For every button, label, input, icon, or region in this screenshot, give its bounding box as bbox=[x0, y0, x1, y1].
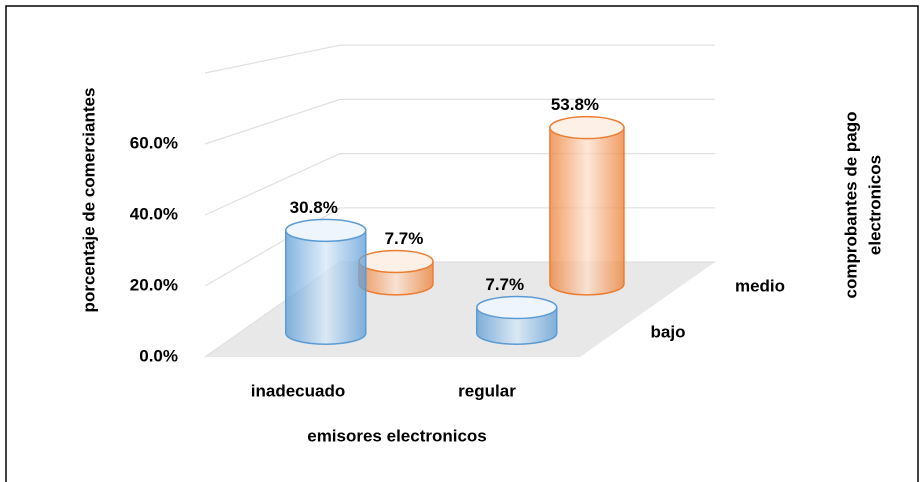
cylinder bbox=[285, 229, 367, 345]
y-tick-label: 20.0% bbox=[130, 275, 178, 294]
z-axis-label: electronicos bbox=[865, 155, 884, 255]
x-tick-label: inadecuado bbox=[251, 381, 345, 400]
cylinder-top bbox=[476, 295, 558, 320]
z-axis-label: comprobantes de pago bbox=[841, 111, 860, 298]
cylinder bbox=[549, 126, 625, 296]
y-axis-label: porcentaje de comerciantes bbox=[79, 88, 98, 313]
y-tick-label: 60.0% bbox=[130, 133, 178, 152]
grid-line bbox=[204, 44, 715, 74]
y-tick-label: 0.0% bbox=[139, 346, 178, 365]
y-tick-label: 40.0% bbox=[130, 204, 178, 223]
chart-border bbox=[5, 5, 919, 482]
cylinder-top bbox=[285, 218, 367, 243]
data-label: 30.8% bbox=[290, 198, 338, 217]
legend-label: medio bbox=[735, 276, 785, 295]
x-tick-label: regular bbox=[458, 381, 516, 400]
data-label: 7.7% bbox=[485, 275, 524, 294]
x-axis-label: emisores electronicos bbox=[307, 426, 487, 445]
cylinder-top bbox=[358, 249, 434, 274]
floor bbox=[205, 262, 715, 357]
data-label: 7.7% bbox=[385, 229, 424, 248]
grid-line bbox=[204, 153, 715, 216]
cylinder-top bbox=[549, 115, 625, 140]
data-label: 53.8% bbox=[551, 95, 599, 114]
legend-label: bajo bbox=[651, 322, 686, 341]
grid-line bbox=[204, 98, 715, 145]
